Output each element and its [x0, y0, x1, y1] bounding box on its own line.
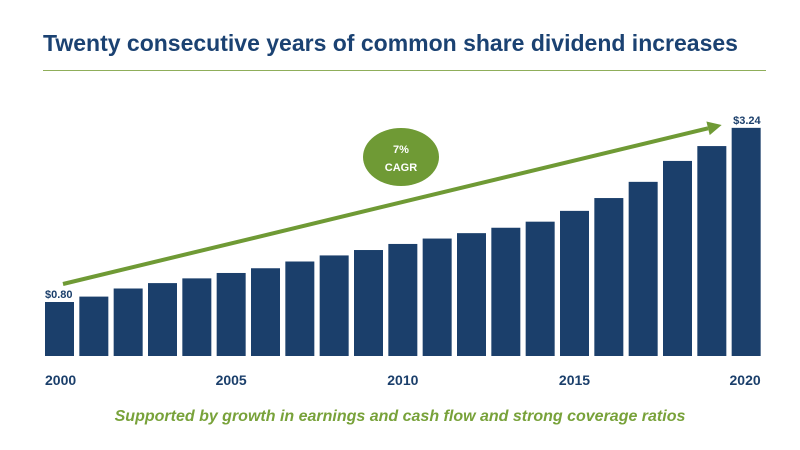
- x-tick-label: 2005: [216, 372, 247, 388]
- bar-2007: [285, 261, 315, 356]
- bar-2011: [422, 238, 452, 356]
- page-title: Twenty consecutive years of common share…: [43, 30, 738, 56]
- bar-2002: [113, 288, 143, 356]
- cagr-badge: 7% CAGR: [363, 128, 439, 186]
- title-divider: [43, 70, 766, 71]
- x-axis-ticks: 2000 2005 2010 2015 2020: [45, 372, 761, 388]
- cagr-badge-label: CAGR: [385, 162, 417, 174]
- x-tick-label: 2015: [559, 372, 590, 388]
- bar-2005: [216, 272, 246, 356]
- cagr-arrow-head: [706, 121, 722, 136]
- cagr-badge-percent: 7%: [393, 144, 409, 156]
- bar-2018: [663, 160, 692, 356]
- bar-2013: [491, 227, 521, 356]
- cagr-badge-ellipse: [363, 128, 439, 186]
- bar-2001: [79, 296, 109, 356]
- bar-2017: [628, 181, 658, 356]
- cagr-arrow: [62, 126, 709, 286]
- data-labels: $0.80 $3.24: [45, 115, 762, 301]
- data-label-2020: $3.24: [733, 115, 761, 127]
- bar-2016: [594, 198, 624, 356]
- x-tick-label: 2020: [730, 372, 761, 388]
- bar-2010: [388, 243, 418, 356]
- bar-2019: [697, 146, 727, 356]
- bar-2014: [525, 221, 555, 356]
- bar-2020: [731, 127, 761, 356]
- bar-2003: [148, 283, 177, 356]
- bar-2006: [251, 268, 280, 356]
- bars-group: [45, 127, 761, 356]
- bar-2012: [457, 233, 486, 356]
- data-label-2000: $0.80: [45, 289, 73, 301]
- x-tick-label: 2010: [387, 372, 418, 388]
- bar-2000: [45, 302, 74, 356]
- bar-2008: [319, 255, 349, 356]
- bar-2015: [560, 210, 589, 356]
- dividend-bar-chart: 2000 2005 2010 2015 2020 $0.80 $3.24 7% CAGR: [45, 115, 762, 388]
- x-tick-label: 2000: [45, 372, 76, 388]
- bar-2004: [182, 278, 212, 356]
- chart-subtitle: Supported by growth in earnings and cash…: [114, 408, 686, 425]
- bar-2009: [354, 250, 383, 356]
